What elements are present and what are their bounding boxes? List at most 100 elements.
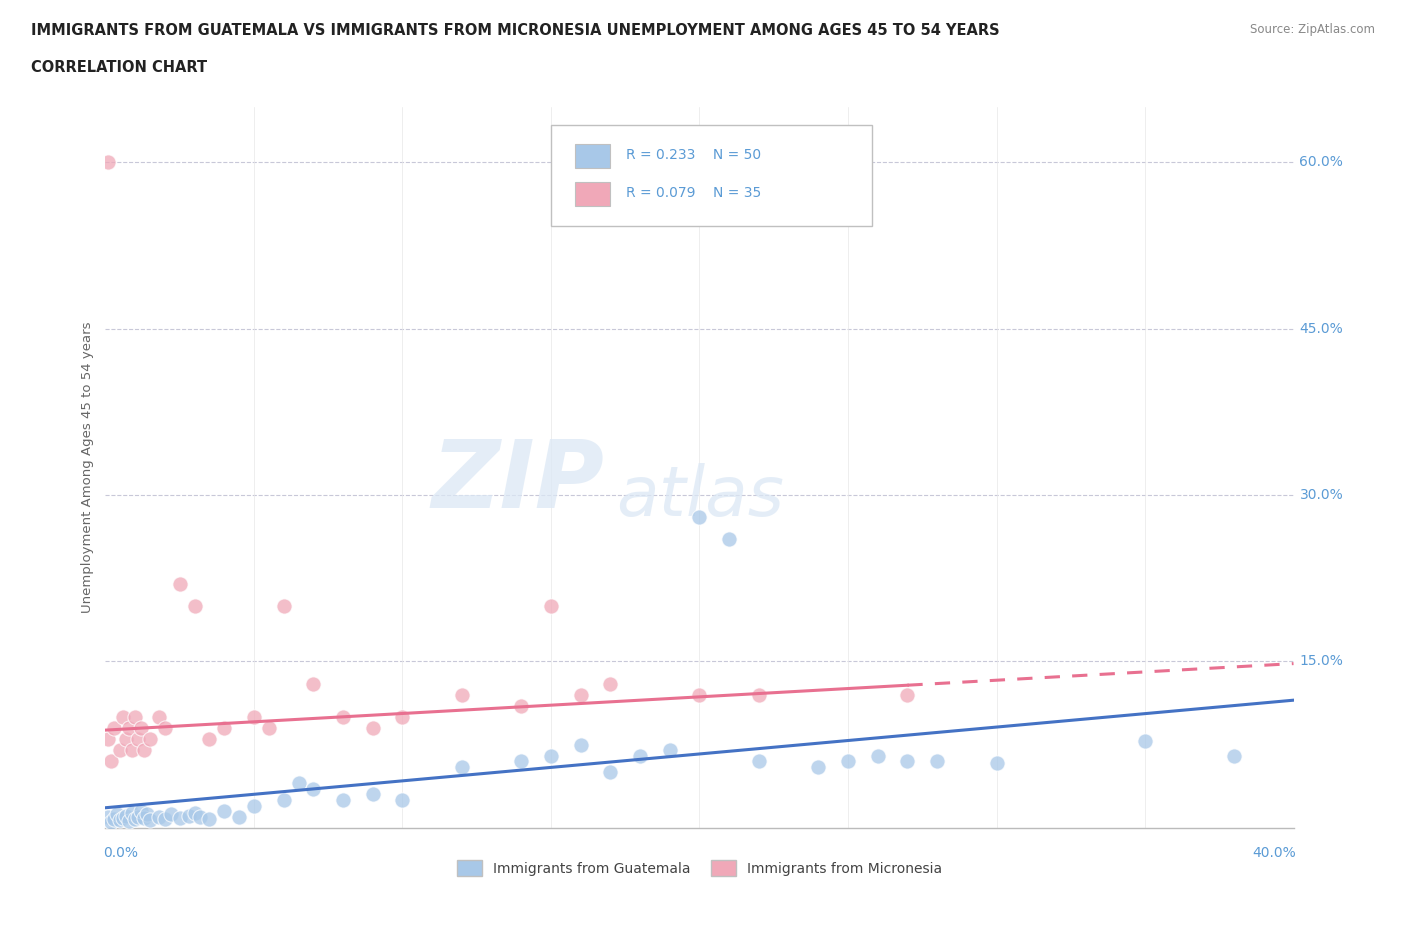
Point bbox=[97, 732, 120, 747]
Point bbox=[136, 807, 159, 822]
Point bbox=[121, 743, 143, 758]
Point bbox=[118, 721, 141, 736]
Point bbox=[361, 721, 384, 736]
Point bbox=[718, 532, 741, 547]
Point bbox=[510, 698, 533, 713]
Point bbox=[124, 710, 146, 724]
Point bbox=[100, 753, 122, 768]
Point bbox=[132, 743, 155, 758]
Point bbox=[100, 815, 122, 830]
Point bbox=[112, 810, 135, 825]
Point bbox=[228, 809, 250, 824]
Point bbox=[139, 813, 162, 828]
Point bbox=[148, 710, 170, 724]
Point bbox=[302, 676, 325, 691]
Point bbox=[183, 599, 205, 614]
Point bbox=[115, 732, 138, 747]
Point bbox=[450, 759, 472, 774]
Point bbox=[121, 805, 143, 821]
Point bbox=[1133, 734, 1156, 749]
Text: R = 0.233    N = 50: R = 0.233 N = 50 bbox=[626, 148, 761, 162]
Point bbox=[896, 753, 918, 768]
Point bbox=[628, 748, 651, 763]
Text: atlas: atlas bbox=[616, 462, 785, 530]
Point bbox=[105, 807, 128, 822]
Y-axis label: Unemployment Among Ages 45 to 54 years: Unemployment Among Ages 45 to 54 years bbox=[82, 322, 94, 613]
Point bbox=[748, 687, 770, 702]
Legend: Immigrants from Guatemala, Immigrants from Micronesia: Immigrants from Guatemala, Immigrants fr… bbox=[451, 855, 948, 882]
Point bbox=[214, 804, 236, 818]
Point bbox=[190, 809, 212, 824]
Text: R = 0.079    N = 35: R = 0.079 N = 35 bbox=[626, 186, 761, 201]
Point bbox=[332, 710, 354, 724]
Point bbox=[110, 743, 132, 758]
Point bbox=[986, 756, 1008, 771]
Point bbox=[97, 809, 120, 824]
Point bbox=[569, 737, 592, 752]
Point bbox=[243, 798, 266, 813]
Point bbox=[153, 811, 176, 826]
Point bbox=[569, 687, 592, 702]
Point bbox=[1223, 748, 1246, 763]
Text: 30.0%: 30.0% bbox=[1299, 488, 1343, 502]
Point bbox=[391, 792, 413, 807]
Point bbox=[103, 811, 125, 826]
Point bbox=[450, 687, 472, 702]
FancyBboxPatch shape bbox=[575, 182, 610, 206]
Point bbox=[153, 721, 176, 736]
Point bbox=[183, 805, 205, 821]
Point bbox=[302, 781, 325, 796]
Point bbox=[391, 710, 413, 724]
Point bbox=[361, 787, 384, 802]
Text: CORRELATION CHART: CORRELATION CHART bbox=[31, 60, 207, 75]
Point bbox=[837, 753, 859, 768]
Text: IMMIGRANTS FROM GUATEMALA VS IMMIGRANTS FROM MICRONESIA UNEMPLOYMENT AMONG AGES : IMMIGRANTS FROM GUATEMALA VS IMMIGRANTS … bbox=[31, 23, 1000, 38]
FancyBboxPatch shape bbox=[575, 144, 610, 168]
Point bbox=[287, 776, 309, 790]
Point bbox=[159, 807, 181, 822]
Text: 40.0%: 40.0% bbox=[1253, 845, 1296, 859]
Point bbox=[110, 813, 132, 828]
Point bbox=[129, 721, 152, 736]
Point bbox=[599, 764, 621, 779]
Point bbox=[689, 510, 711, 525]
Point bbox=[214, 721, 236, 736]
Point bbox=[332, 792, 354, 807]
Point bbox=[198, 811, 221, 826]
Point bbox=[124, 811, 146, 826]
Point bbox=[243, 710, 266, 724]
Point bbox=[103, 721, 125, 736]
Point bbox=[896, 687, 918, 702]
Point bbox=[115, 808, 138, 823]
Point bbox=[689, 687, 711, 702]
Point bbox=[273, 599, 295, 614]
Point bbox=[198, 732, 221, 747]
Text: 0.0%: 0.0% bbox=[103, 845, 138, 859]
Point bbox=[132, 810, 155, 825]
Point bbox=[510, 753, 533, 768]
Point bbox=[112, 710, 135, 724]
Point bbox=[540, 599, 562, 614]
Point bbox=[599, 676, 621, 691]
Text: Source: ZipAtlas.com: Source: ZipAtlas.com bbox=[1250, 23, 1375, 36]
Point bbox=[169, 577, 191, 591]
Point bbox=[129, 804, 152, 818]
Point bbox=[866, 748, 889, 763]
Point bbox=[177, 808, 200, 823]
Point bbox=[127, 732, 149, 747]
FancyBboxPatch shape bbox=[551, 125, 872, 226]
Text: 60.0%: 60.0% bbox=[1299, 155, 1343, 169]
Point bbox=[148, 809, 170, 824]
Point bbox=[169, 810, 191, 825]
Point bbox=[658, 743, 681, 758]
Point bbox=[118, 814, 141, 829]
Point bbox=[540, 748, 562, 763]
Point bbox=[139, 732, 162, 747]
Point bbox=[97, 155, 120, 170]
Text: 15.0%: 15.0% bbox=[1299, 655, 1343, 669]
Point bbox=[807, 759, 830, 774]
Point bbox=[927, 753, 949, 768]
Text: ZIP: ZIP bbox=[432, 436, 605, 527]
Point bbox=[257, 721, 280, 736]
Point bbox=[127, 809, 149, 824]
